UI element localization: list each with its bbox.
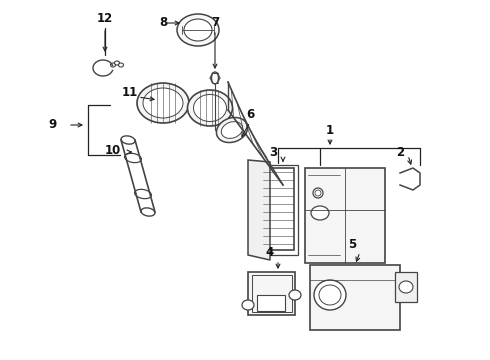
Ellipse shape	[184, 19, 212, 41]
Ellipse shape	[119, 63, 123, 67]
Ellipse shape	[115, 61, 120, 65]
Bar	[310, 265, 400, 330]
Text: 10: 10	[105, 144, 121, 157]
Ellipse shape	[314, 280, 346, 310]
Polygon shape	[248, 272, 295, 315]
Ellipse shape	[111, 63, 116, 67]
Bar	[395, 272, 417, 302]
Ellipse shape	[289, 290, 301, 300]
Ellipse shape	[135, 189, 151, 199]
Ellipse shape	[313, 188, 323, 198]
Text: 9: 9	[48, 118, 56, 131]
Bar	[305, 168, 385, 263]
Text: 3: 3	[269, 147, 277, 159]
Ellipse shape	[121, 136, 135, 144]
Ellipse shape	[141, 208, 155, 216]
Polygon shape	[248, 160, 270, 260]
Text: 2: 2	[396, 147, 404, 159]
Ellipse shape	[194, 94, 226, 122]
Ellipse shape	[217, 117, 247, 143]
Text: 8: 8	[159, 17, 167, 30]
Ellipse shape	[242, 300, 254, 310]
Text: 6: 6	[246, 108, 254, 122]
Text: 11: 11	[122, 85, 138, 99]
Ellipse shape	[311, 206, 329, 220]
Text: 1: 1	[326, 123, 334, 136]
Ellipse shape	[315, 190, 321, 196]
Bar	[252, 275, 292, 312]
Bar	[257, 295, 285, 311]
Ellipse shape	[319, 285, 341, 305]
Text: 4: 4	[266, 247, 274, 260]
Text: 7: 7	[211, 17, 219, 30]
Ellipse shape	[188, 90, 232, 126]
Polygon shape	[262, 168, 294, 250]
Ellipse shape	[212, 72, 219, 84]
Ellipse shape	[143, 88, 183, 118]
Ellipse shape	[124, 153, 142, 163]
Ellipse shape	[177, 14, 219, 46]
Text: 5: 5	[348, 238, 356, 252]
Ellipse shape	[399, 281, 413, 293]
Ellipse shape	[137, 83, 189, 123]
Ellipse shape	[221, 122, 243, 138]
Text: 12: 12	[97, 12, 113, 24]
